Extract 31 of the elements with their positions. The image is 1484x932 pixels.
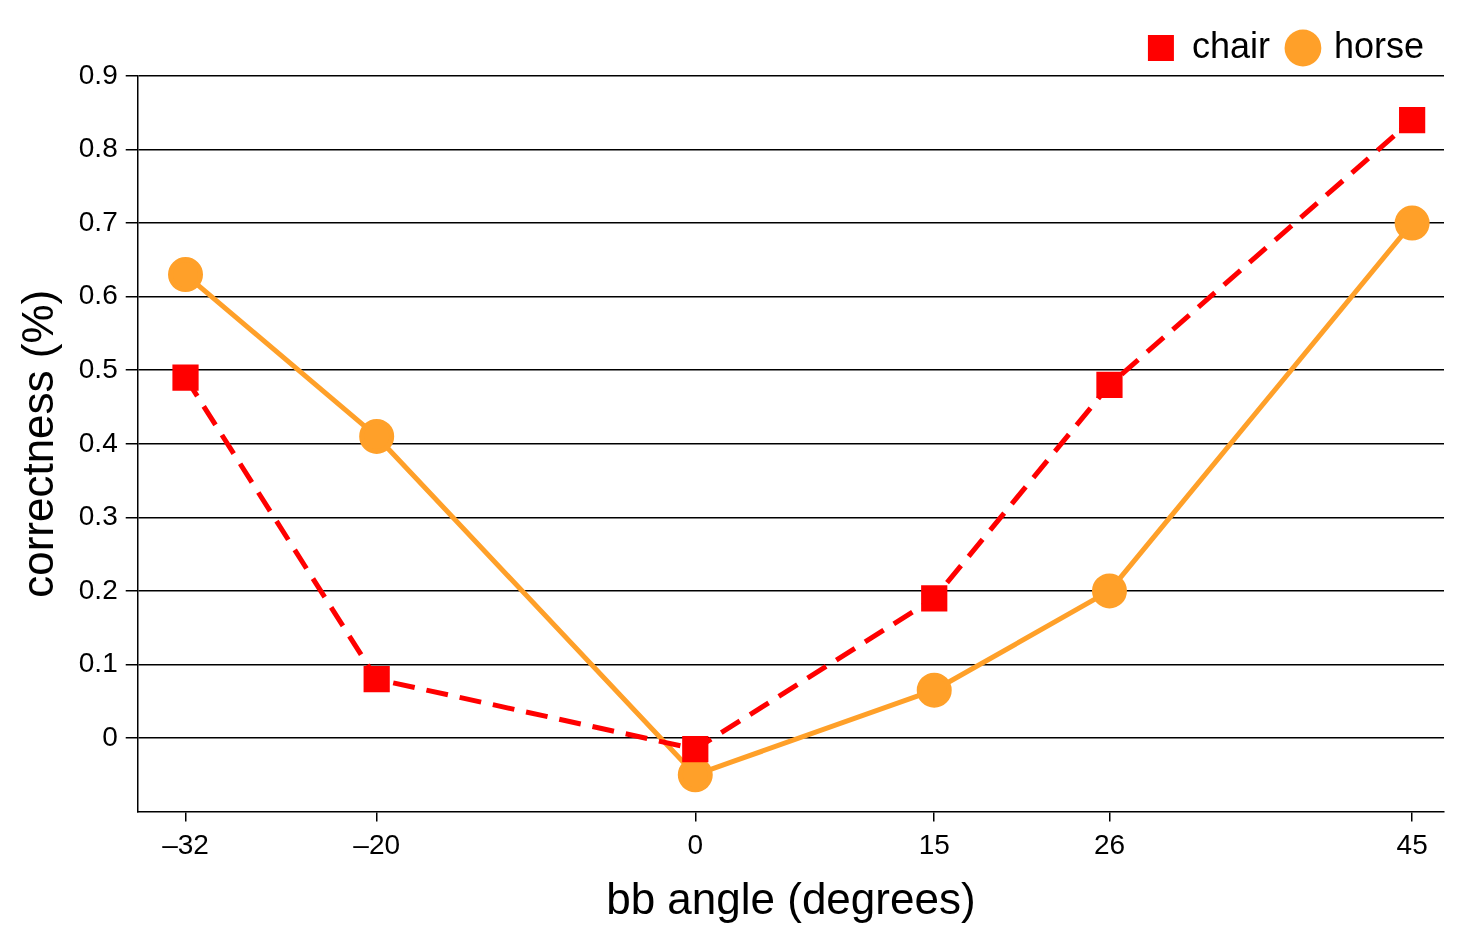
point (172, 364, 199, 391)
point (682, 735, 709, 763)
y-tick-label: 0 (102, 720, 118, 752)
y-tick-label: 0.6 (78, 279, 118, 311)
point (1394, 205, 1430, 241)
legend-label: horse (1333, 24, 1425, 66)
y-tick-label: 0.2 (78, 573, 118, 605)
y-tick-label: 0.5 (78, 352, 118, 384)
point (1091, 573, 1127, 609)
point (1096, 371, 1123, 399)
x-axis-title: bb angle (degrees) (606, 873, 976, 923)
point (916, 672, 952, 708)
x-tick-label: 26 (1093, 829, 1126, 861)
y-axis-title: correctness (%) (12, 289, 62, 598)
y-tick-label: 0.3 (78, 500, 118, 532)
legend-label: chair (1191, 24, 1270, 66)
y-tick-label: 0.1 (78, 647, 118, 679)
x-tick-label: 0 (687, 829, 704, 861)
point (921, 585, 948, 612)
y-tick-label: 0.9 (78, 58, 118, 90)
y-tick-label: 0.7 (78, 205, 118, 237)
x-tick-label: 45 (1396, 829, 1428, 861)
point (363, 666, 390, 693)
y-tick-label: 0.4 (78, 426, 118, 458)
x-tick-label: –20 (353, 829, 401, 861)
x-tick-label: –32 (162, 829, 209, 861)
point (168, 257, 204, 293)
y-tick-label: 0.8 (78, 132, 118, 164)
point (359, 418, 395, 454)
x-tick-label: 15 (918, 829, 950, 861)
point (1399, 107, 1426, 134)
